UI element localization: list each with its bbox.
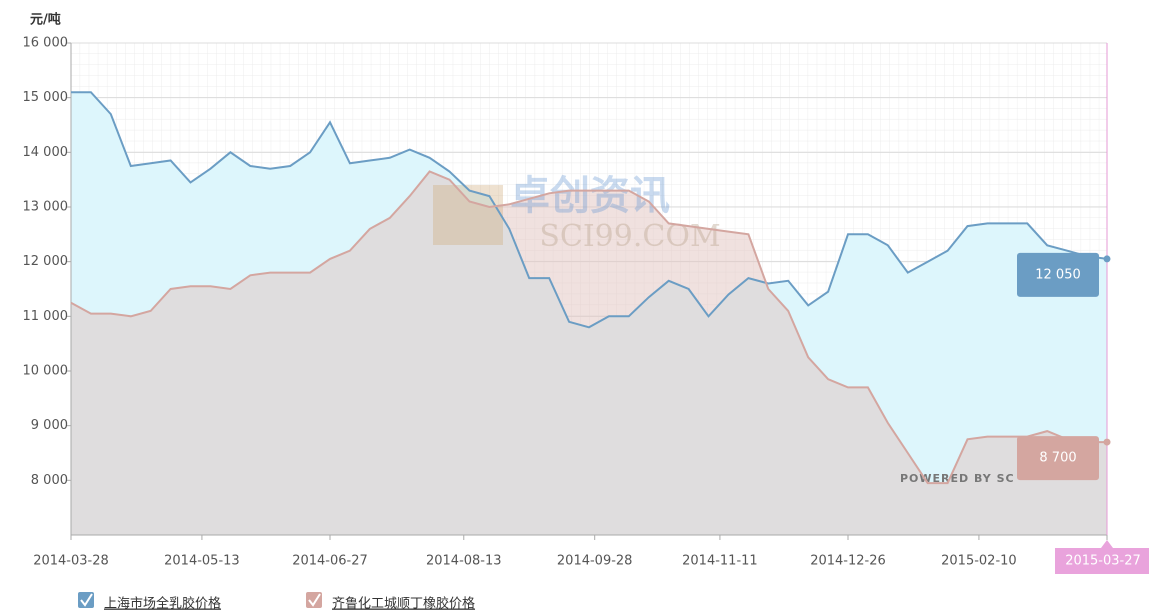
y-tick-label: 15 000: [23, 90, 69, 105]
legend-check: [308, 593, 321, 607]
x-tick-label: 2014-06-27: [292, 554, 368, 569]
watermark: SCI99.COM: [539, 219, 720, 254]
x-tick-label: 2014-08-13: [426, 554, 502, 569]
y-tick-label: 9 000: [31, 418, 68, 433]
legend-label: 上海市场全乳胶价格: [104, 596, 221, 612]
legend-item[interactable]: 齐鲁化工城顺丁橡胶价格: [306, 592, 475, 612]
y-tick-label: 8 000: [31, 473, 68, 488]
value-label: 8 700: [1039, 451, 1076, 466]
line: [71, 91, 1108, 329]
y-axis-label: 元/吨: [30, 12, 61, 28]
x-tick-label: 2015-02-10: [941, 554, 1017, 569]
x-tick-highlight: [1055, 548, 1149, 574]
watermark-logo: [433, 185, 503, 245]
x-tick-label: 2015-03-27: [1065, 554, 1141, 569]
legend-check: [80, 593, 93, 607]
value-tag: [1017, 436, 1099, 481]
legend-label: 齐鲁化工城顺丁橡胶价格: [332, 596, 475, 612]
x-tick-label: 2014-09-28: [557, 554, 633, 569]
y-tick-label: 11 000: [23, 309, 69, 324]
x-tick-label: 2014-12-26: [810, 554, 886, 569]
y-tick-label: 12 000: [23, 254, 69, 269]
y-tick-label: 16 000: [23, 36, 69, 51]
x-tick-label: 2014-05-13: [164, 554, 240, 569]
value-label: 12 050: [1035, 267, 1081, 282]
y-tick-label: 10 000: [23, 364, 69, 379]
x-tick-label: 2014-03-28: [33, 554, 109, 569]
y-tick-label: 13 000: [23, 200, 69, 215]
watermark: 卓创资讯: [510, 173, 670, 219]
end-point: [1103, 438, 1111, 446]
value-tag: [1017, 252, 1099, 297]
y-tick-label: 14 000: [23, 145, 69, 160]
end-point: [1103, 255, 1111, 263]
x-tick-label: 2014-11-11: [682, 554, 758, 569]
line: [70, 170, 1107, 485]
credit: POWERED BY SC: [900, 472, 1015, 485]
legend-item[interactable]: 上海市场全乳胶价格: [78, 592, 221, 612]
area: [71, 171, 1107, 535]
x-tick-pointer: [1101, 540, 1113, 548]
